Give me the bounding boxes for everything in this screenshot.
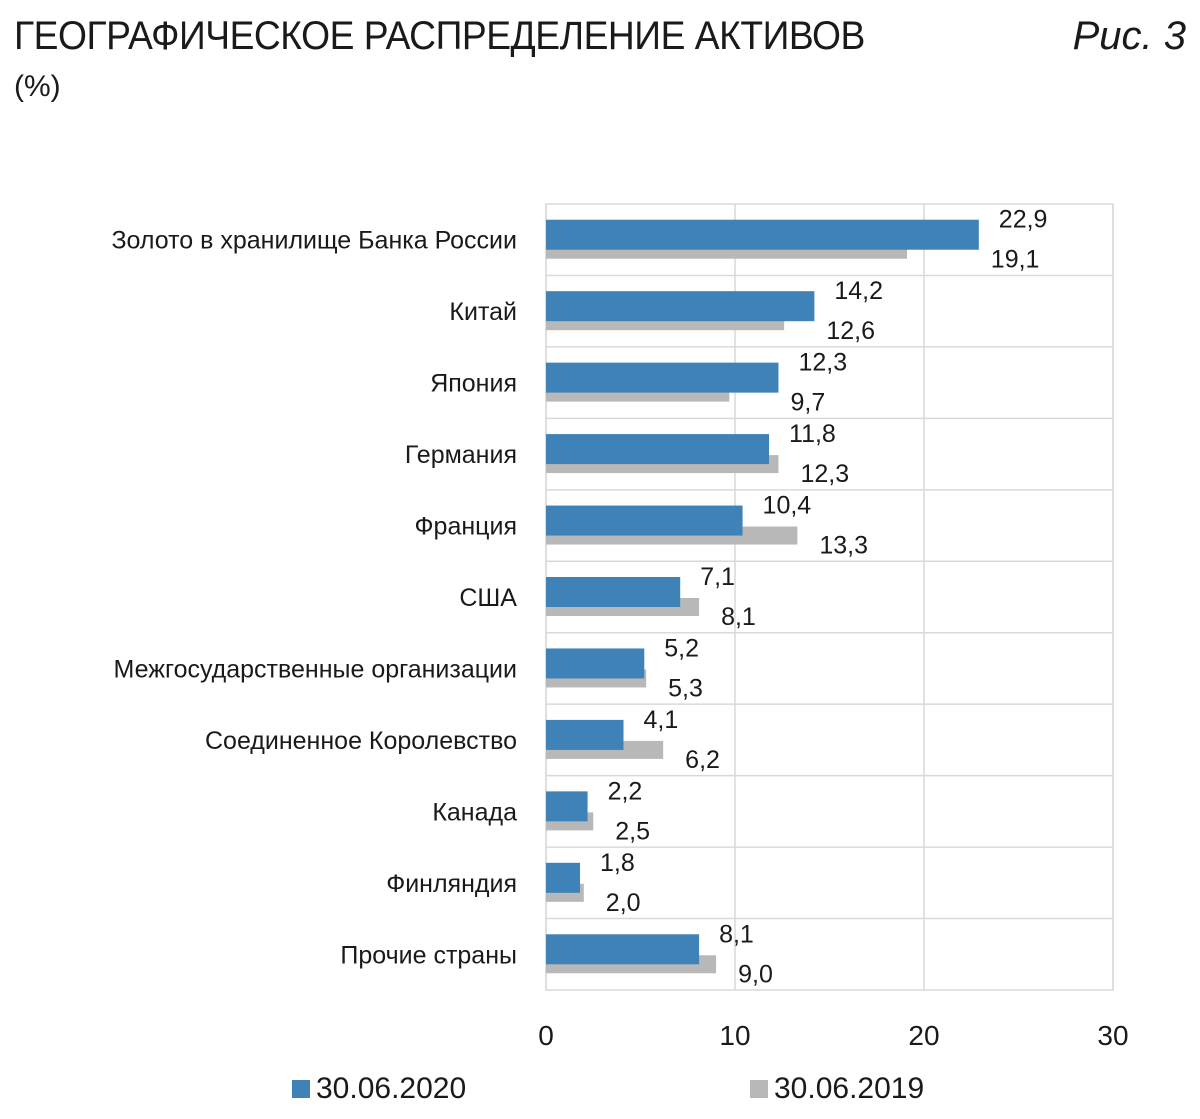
value-label-2019: 5,3 (668, 674, 703, 702)
bar-2020 (546, 577, 681, 607)
legend-label-2020: 30.06.2020 (316, 1072, 467, 1105)
bar-2020 (546, 505, 743, 536)
bar-2020 (546, 434, 770, 465)
value-label-2019: 12,3 (800, 460, 849, 488)
value-label-2020: 11,8 (789, 420, 836, 448)
value-label-2019: 6,2 (685, 746, 720, 774)
bar-2020 (546, 648, 645, 679)
bar-2020 (546, 862, 581, 893)
category-label: Золото в хранилище Банка России (111, 227, 517, 255)
legend-swatch-2019 (750, 1080, 768, 1098)
legend-swatch-2020 (292, 1080, 310, 1098)
legend-item-2019: 30.06.2019 (750, 1072, 924, 1106)
value-label-2019: 19,1 (991, 246, 1040, 274)
category-label: США (459, 584, 517, 612)
value-label-2020: 8,1 (719, 920, 754, 948)
x-tick-label: 0 (538, 1020, 554, 1051)
category-label: Япония (430, 370, 517, 398)
value-label-2020: 14,2 (834, 277, 883, 305)
x-tick-label: 30 (1097, 1020, 1128, 1051)
value-label-2019: 9,7 (790, 389, 825, 417)
category-label: Финляндия (386, 870, 517, 898)
value-label-2019: 12,6 (826, 317, 875, 345)
value-label-2020: 4,1 (643, 706, 678, 734)
bar-2020 (546, 791, 588, 822)
bar-2020 (546, 934, 700, 965)
value-label-2019: 13,3 (819, 532, 868, 560)
x-tick-label: 10 (719, 1020, 750, 1051)
category-label: Франция (415, 513, 517, 541)
category-label: Межгосударственные организации (114, 655, 517, 683)
bar-2020 (546, 362, 779, 393)
value-label-2019: 8,1 (721, 603, 756, 631)
legend-label-2019: 30.06.2019 (774, 1072, 925, 1105)
category-label: Германия (405, 441, 517, 469)
legend-item-2020: 30.06.2020 (292, 1072, 466, 1106)
value-label-2020: 12,3 (798, 349, 847, 377)
value-label-2020: 5,2 (664, 634, 699, 662)
bar-2020 (546, 219, 979, 250)
value-label-2020: 10,4 (763, 492, 812, 520)
value-label-2020: 7,1 (700, 563, 735, 591)
units-label: (%) (14, 70, 61, 103)
value-label-2019: 2,5 (615, 817, 650, 845)
chart-title: ГЕОГРАФИЧЕСКОЕ РАСПРЕДЕЛЕНИЕ АКТИВОВ (14, 14, 865, 58)
value-label-2020: 22,9 (999, 206, 1048, 234)
figure-label: Рис. 3 (1072, 14, 1186, 58)
value-label-2019: 2,0 (606, 889, 641, 917)
value-label-2020: 1,8 (600, 849, 635, 877)
category-label: Канада (432, 798, 517, 826)
category-label: Прочие страны (340, 941, 517, 969)
x-tick-label: 20 (908, 1020, 939, 1051)
value-label-2019: 9,0 (738, 960, 773, 988)
category-label: Соединенное Королевство (205, 727, 517, 755)
bar-2020 (546, 291, 815, 322)
category-label: Китай (449, 298, 517, 326)
value-label-2020: 2,2 (608, 777, 643, 805)
bar-2020 (546, 719, 624, 750)
